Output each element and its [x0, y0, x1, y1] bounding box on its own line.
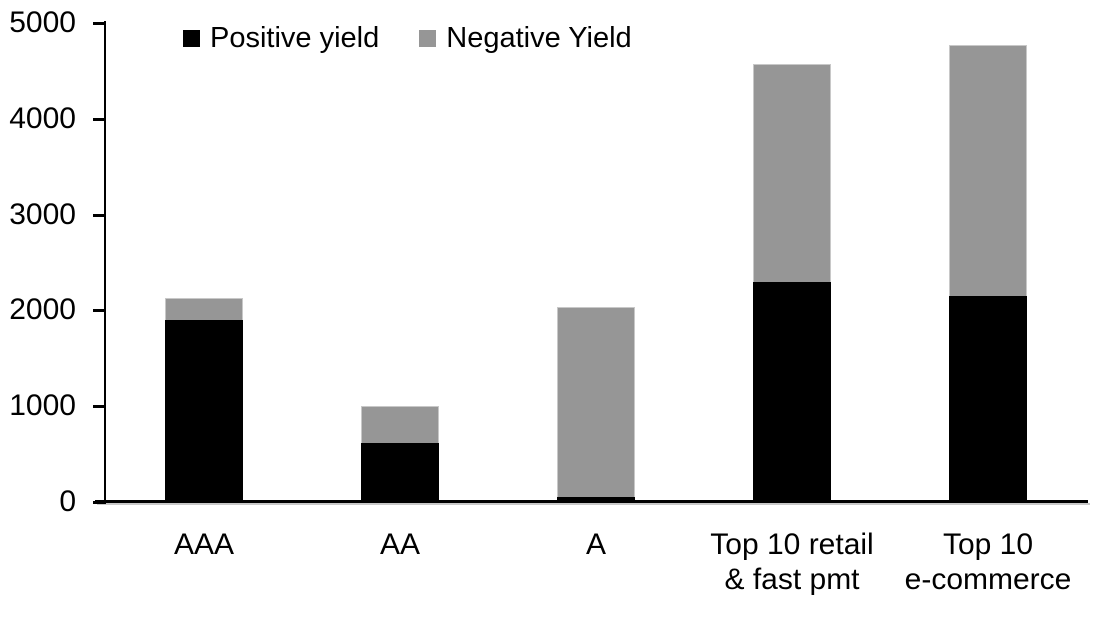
y-axis-tick-mark [93, 22, 106, 25]
bar-segment-positive-yield [361, 442, 439, 502]
legend-item: Positive yield [183, 22, 379, 55]
x-category-label: AAA [54, 527, 354, 562]
bar-segment-negative-yield [557, 307, 635, 498]
bar-segment-negative-yield [165, 297, 243, 320]
chart-legend: Positive yield Negative Yield [183, 22, 632, 55]
x-category-label-line: Top 10 [942, 528, 1034, 561]
y-axis-tick-label: 2000 [9, 293, 76, 327]
x-category-label: AA [250, 527, 550, 562]
y-axis-tick-label: 3000 [9, 197, 76, 231]
x-category-label: Top 10 retail & fast pmt [642, 527, 942, 597]
y-axis-tick-mark [93, 117, 106, 121]
y-axis-tick-label: 5000 [9, 6, 76, 39]
y-axis-tick-mark [93, 405, 106, 409]
legend-swatch-negative-yield [419, 30, 437, 47]
y-axis-line [104, 21, 106, 503]
x-category-label-line: AA [379, 528, 421, 561]
x-category-label: A [446, 527, 746, 562]
y-axis-tick-mark [93, 309, 106, 313]
y-axis-tick-mark [93, 213, 106, 217]
y-axis-tick-label: 4000 [9, 101, 76, 135]
legend-label: Negative Yield [446, 22, 632, 54]
x-category-label-line: A [585, 528, 606, 561]
bar-segment-positive-yield [949, 296, 1027, 502]
x-category-label-line: Top 10 retail [710, 528, 874, 561]
legend-swatch-positive-yield [183, 30, 200, 47]
y-axis-tick-label: 1000 [9, 389, 76, 423]
x-axis-shadow-line [97, 503, 1090, 505]
bar-segment-negative-yield [361, 405, 439, 443]
bar-segment-positive-yield [165, 319, 243, 502]
legend-label: Positive yield [210, 22, 380, 54]
x-category-label-line: AAA [173, 528, 235, 561]
bar-segment-positive-yield [557, 497, 635, 502]
legend-item: Negative Yield [419, 22, 632, 55]
y-axis-tick-mark [93, 501, 106, 504]
bar-segment-positive-yield [753, 281, 831, 502]
bar-segment-negative-yield [949, 45, 1027, 297]
x-category-label-line: e-commerce [904, 563, 1072, 596]
y-axis-tick-label: 0 [59, 485, 76, 518]
bar-segment-negative-yield [753, 64, 831, 282]
x-category-label: Top 10 e-commerce [838, 527, 1102, 597]
x-category-label-line: & fast pmt [724, 563, 860, 596]
